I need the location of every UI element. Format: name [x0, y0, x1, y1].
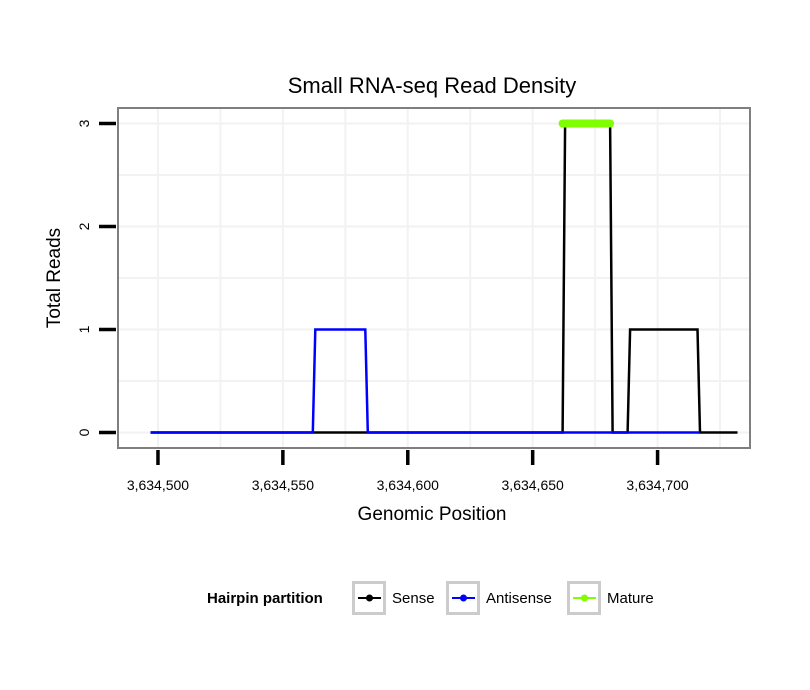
legend-label: Sense [392, 590, 435, 607]
x-axis: 3,634,500 3,634,550 3,634,600 3,634,650 3,63… [127, 450, 689, 493]
x-tick-label: 3,634,700 [626, 477, 688, 493]
x-tick-label: 3,634,600 [377, 477, 439, 493]
legend-label: Mature [607, 590, 654, 607]
x-tick-label: 3,634,500 [127, 477, 189, 493]
legend-key-point [366, 594, 373, 602]
y-axis: 0 1 2 3 [76, 119, 116, 436]
y-axis-title: Total Reads [44, 228, 65, 328]
legend-entry-antisense: Antisense [446, 581, 552, 615]
y-tick-label: 0 [76, 428, 92, 436]
legend-title: Hairpin partition [207, 590, 323, 607]
legend: Hairpin partition Sense Antisense Mature [207, 581, 654, 615]
series-line-antisense [150, 328, 700, 434]
legend-entry-sense: Sense [352, 581, 435, 615]
y-tick-label: 2 [76, 222, 92, 230]
x-tick-label: 3,634,650 [502, 477, 564, 493]
y-tick-label: 1 [76, 325, 92, 333]
legend-entries: Sense Antisense Mature [352, 581, 654, 615]
x-axis-title: Genomic Position [358, 504, 507, 525]
legend-label: Antisense [486, 590, 552, 607]
plot-border [117, 107, 751, 449]
x-tick-label: 3,634,550 [252, 477, 314, 493]
y-tick-label: 3 [76, 119, 92, 127]
legend-key-point [460, 594, 467, 602]
legend-key-point [581, 594, 588, 602]
chart-title: Small RNA-seq Read Density [288, 73, 577, 98]
series-layer [150, 119, 738, 434]
legend-entry-mature: Mature [567, 581, 654, 615]
